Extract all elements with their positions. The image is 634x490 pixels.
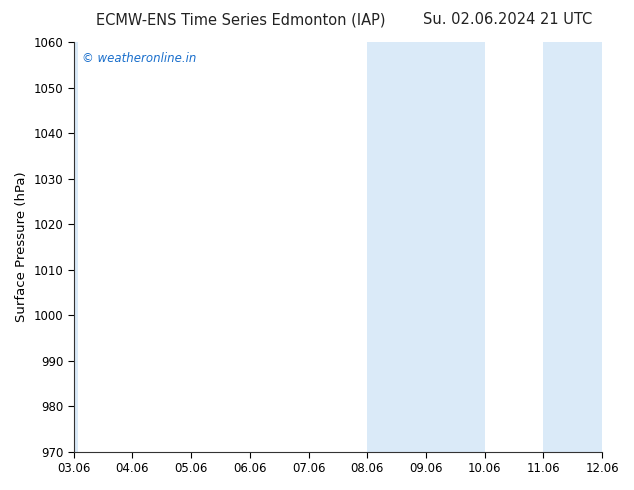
Text: ECMW-ENS Time Series Edmonton (IAP): ECMW-ENS Time Series Edmonton (IAP) <box>96 12 385 27</box>
Bar <box>74 42 79 452</box>
Bar <box>543 42 602 452</box>
Text: © weatheronline.in: © weatheronline.in <box>82 52 196 65</box>
Bar <box>367 42 485 452</box>
Y-axis label: Surface Pressure (hPa): Surface Pressure (hPa) <box>15 172 28 322</box>
Text: Su. 02.06.2024 21 UTC: Su. 02.06.2024 21 UTC <box>423 12 592 27</box>
